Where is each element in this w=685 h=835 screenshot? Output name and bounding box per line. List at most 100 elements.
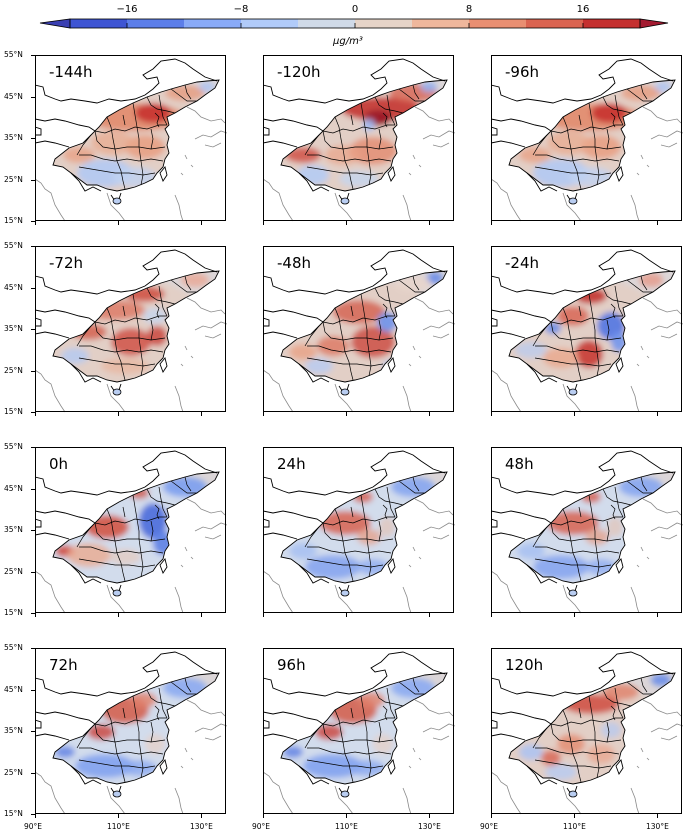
country-border (263, 719, 270, 729)
coastline (263, 570, 294, 614)
country-border (491, 331, 526, 339)
y-tick-label: 25°N (4, 767, 23, 777)
coastline (491, 369, 522, 413)
coastline (422, 321, 455, 331)
colorbar-segment (241, 19, 299, 28)
country-border (263, 711, 324, 725)
country-border (491, 317, 498, 327)
coastline (660, 534, 678, 540)
country-border (263, 249, 446, 295)
country-border (35, 140, 70, 148)
coastline (35, 570, 66, 614)
country-border (70, 564, 102, 584)
coastline (630, 586, 640, 614)
province-border (398, 480, 425, 494)
china-map (35, 249, 227, 413)
province-border (602, 488, 632, 506)
province-border (154, 303, 160, 319)
province-border (307, 154, 392, 162)
province-border (606, 721, 610, 743)
country-border (491, 249, 674, 295)
province-border (534, 558, 612, 568)
country-border (263, 309, 324, 323)
province-border (532, 526, 548, 548)
coastline (180, 154, 194, 176)
country-border (35, 532, 70, 540)
coastline (194, 130, 227, 140)
coastline (660, 735, 678, 741)
country-border (35, 450, 218, 496)
province-border (535, 546, 620, 554)
coastline (180, 345, 194, 367)
country-border (35, 733, 70, 741)
y-tick-label: 55°N (4, 50, 23, 59)
country-border (263, 518, 270, 528)
country-border (35, 711, 96, 725)
colorbar: −16 −8 0 8 16 (39, 4, 669, 29)
province-border (378, 721, 382, 743)
x-tick-label: 110°E (563, 822, 586, 831)
china-map (491, 651, 683, 815)
coastline (422, 130, 455, 140)
province-border (626, 88, 653, 102)
province-border (550, 321, 622, 341)
country-border (387, 759, 396, 775)
country-border (35, 518, 42, 528)
province-border (322, 321, 394, 341)
coastline (650, 321, 683, 331)
coastline (106, 785, 126, 815)
province-border (382, 112, 388, 128)
y-tick-label: 45°N (4, 282, 23, 292)
province-border (76, 325, 92, 347)
panel-time-label: -144h (49, 63, 93, 81)
coastline (263, 178, 294, 222)
y-tick-label: 35°N (4, 133, 23, 142)
province-border (386, 285, 396, 317)
province-border (398, 88, 425, 102)
coastline (408, 546, 422, 568)
province-border (610, 705, 616, 721)
coastline (414, 699, 454, 717)
anomaly-field (509, 271, 675, 382)
province-border (122, 305, 126, 317)
country-border (615, 558, 624, 574)
country-border (263, 118, 324, 132)
map-panel: -96h (491, 55, 683, 222)
country-border (70, 765, 102, 785)
province-border (350, 506, 354, 518)
country-border (159, 558, 168, 574)
province-border (614, 486, 624, 518)
anomaly-field (281, 472, 447, 583)
y-tick-label: 15°N (4, 407, 23, 416)
y-tick-label: 25°N (4, 174, 23, 184)
coastline (650, 130, 683, 140)
province-border (322, 717, 395, 727)
province-border (550, 130, 622, 150)
province-border (150, 319, 154, 341)
province-border (562, 709, 582, 783)
province-border (532, 134, 548, 156)
panel-time-label: 24h (277, 455, 306, 473)
coastline (174, 194, 184, 222)
province-border (132, 102, 144, 186)
province-border (146, 689, 176, 707)
coastline (562, 785, 582, 815)
province-border (602, 287, 632, 305)
coastline (630, 385, 640, 413)
province-border (588, 494, 600, 578)
map-panel: -72h (35, 246, 227, 413)
coastline (106, 383, 126, 413)
province-border (626, 480, 653, 494)
coastline (186, 498, 226, 516)
y-tick-label: 55°N (4, 241, 23, 250)
y-tick-label: 25°N (4, 365, 23, 375)
coastline (650, 522, 683, 532)
country-border (263, 733, 298, 741)
country-border (35, 309, 96, 323)
province-border (535, 154, 620, 162)
province-border (322, 516, 395, 526)
province-border (350, 707, 354, 719)
province-border (304, 325, 320, 347)
coastline (186, 106, 226, 124)
country-border (35, 719, 42, 729)
